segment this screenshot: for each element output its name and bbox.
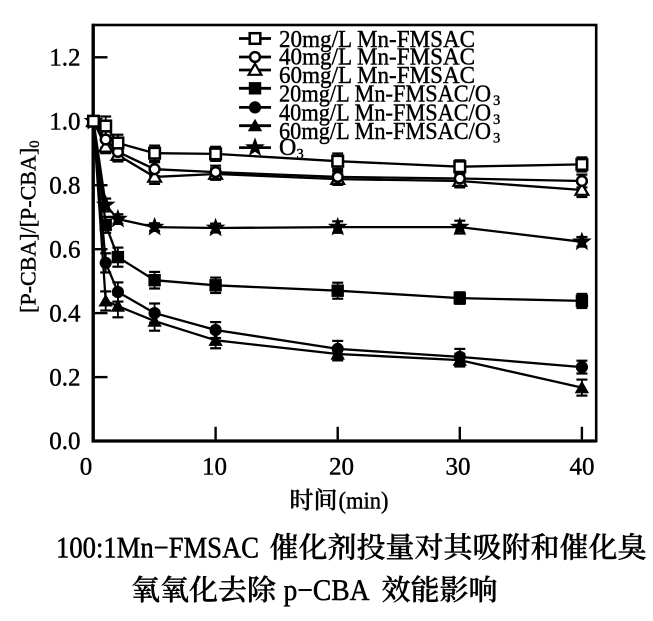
svg-text:3: 3 (493, 131, 500, 147)
svg-text:60mg/L Mn-FMSAC/O: 60mg/L Mn-FMSAC/O (279, 119, 491, 145)
svg-text:O: O (279, 135, 296, 161)
svg-text:30: 30 (446, 454, 471, 481)
svg-text:0.6: 0.6 (49, 236, 80, 263)
svg-text:20mg/L Mn-FMSAC: 20mg/L Mn-FMSAC (279, 27, 475, 53)
svg-text:1.2: 1.2 (49, 45, 80, 72)
svg-text:0.4: 0.4 (49, 300, 81, 327)
svg-text:0.2: 0.2 (49, 364, 80, 391)
svg-text:40mg/L Mn-FMSAC: 40mg/L Mn-FMSAC (279, 45, 475, 71)
svg-text:[P-CBA]/[P-CBA]0: [P-CBA]/[P-CBA]0 (16, 140, 44, 313)
svg-text:40mg/L Mn-FMSAC/O: 40mg/L Mn-FMSAC/O (279, 100, 491, 126)
svg-text:0.0: 0.0 (49, 428, 80, 455)
svg-text:10: 10 (202, 454, 227, 481)
svg-text:3: 3 (493, 93, 500, 109)
svg-text:40: 40 (570, 454, 595, 481)
svg-text:20: 20 (329, 454, 354, 481)
svg-text:3: 3 (493, 112, 500, 128)
svg-text:3: 3 (297, 147, 304, 163)
svg-text:20mg/L Mn-FMSAC/O: 20mg/L Mn-FMSAC/O (279, 82, 491, 108)
svg-text:0: 0 (80, 454, 93, 481)
svg-text:(min): (min) (339, 489, 389, 515)
svg-text:0.8: 0.8 (49, 172, 80, 199)
svg-text:60mg/L Mn-FMSAC: 60mg/L Mn-FMSAC (279, 63, 475, 89)
svg-text:1.0: 1.0 (49, 108, 80, 135)
